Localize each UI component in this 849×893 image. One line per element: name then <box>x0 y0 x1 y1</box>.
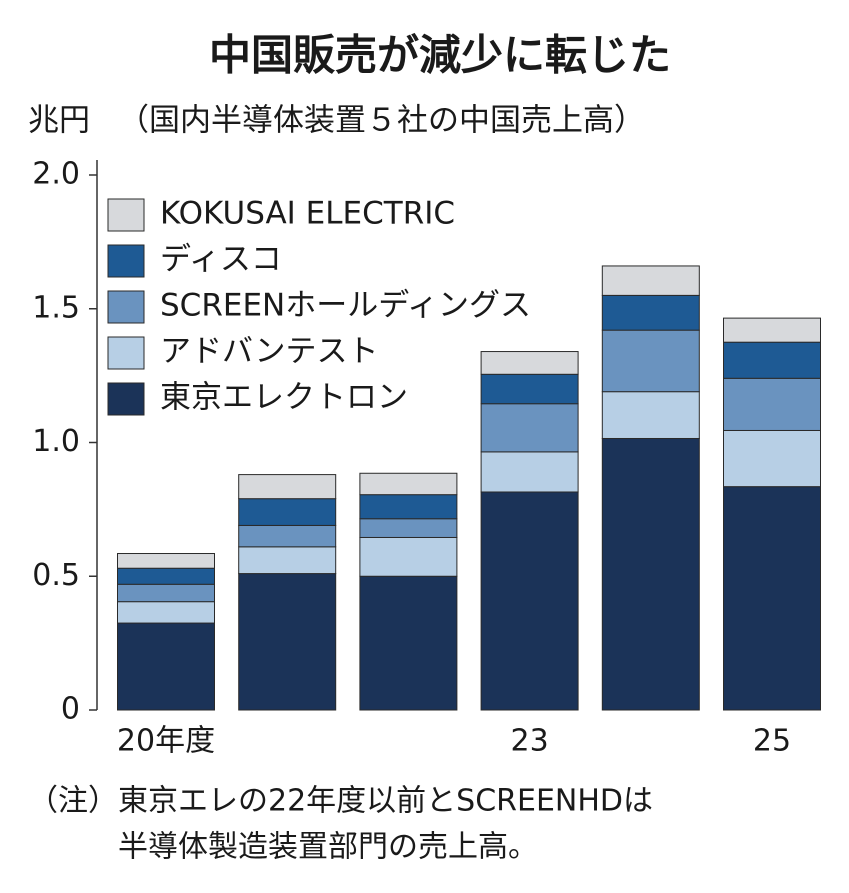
legend-label: アドバンテスト <box>160 334 379 370</box>
bar-segment <box>117 622 215 711</box>
bar-segment <box>480 491 579 711</box>
x-tick-label: 25 <box>753 724 791 759</box>
bar-segment <box>238 573 337 711</box>
bar-segment <box>117 567 215 585</box>
legend-label: ディスコ <box>160 242 282 278</box>
bar-segment <box>359 536 458 577</box>
bar-segment <box>723 429 821 488</box>
legend-swatch <box>107 290 145 324</box>
bar-segment <box>601 294 700 331</box>
bar-segment <box>117 601 215 624</box>
bar-segment <box>238 474 337 500</box>
y-tick-label: 0.5 <box>32 558 80 593</box>
legend-swatch <box>107 198 145 232</box>
bar-segment <box>480 373 579 405</box>
legend-label: SCREENホールディングス <box>160 288 531 324</box>
bar-segment <box>359 494 458 520</box>
legend-label: KOKUSAI ELECTRIC <box>160 196 455 232</box>
y-axis-label: 兆円 <box>28 103 90 139</box>
bar-segment <box>480 451 579 493</box>
bar-segment <box>480 351 579 375</box>
bar-segment <box>117 553 215 569</box>
bar-segment <box>723 317 821 343</box>
bar-segment <box>723 486 821 711</box>
y-tick-label: 2.0 <box>32 157 80 192</box>
bar-segment <box>601 437 700 711</box>
bar-segment <box>359 472 458 496</box>
legend-swatch <box>107 336 145 370</box>
bar-segment <box>601 329 700 393</box>
bar-segment <box>723 341 821 379</box>
bar-segment <box>238 524 337 548</box>
subtitle: （国内半導体装置５社の中国売上高） <box>118 103 645 139</box>
legend-swatch <box>107 244 145 278</box>
bar-segment <box>117 583 215 603</box>
bar-segment <box>359 575 458 711</box>
legend-swatch <box>107 382 145 416</box>
chart-title: 中国販売が減少に転じた <box>209 31 671 80</box>
bar-segment <box>359 518 458 538</box>
bar-segment <box>601 391 700 439</box>
bar-segment <box>238 546 337 575</box>
x-tick-label: 20年度 <box>117 724 215 759</box>
bar-segment <box>723 377 821 431</box>
y-tick-label: 1.0 <box>32 424 80 459</box>
y-tick-label: 1.5 <box>32 290 80 325</box>
note: 半導体製造装置部門の売上高。 <box>118 830 538 865</box>
bar-segment <box>238 498 337 526</box>
legend-label: 東京エレクトロン <box>160 380 408 416</box>
bar-segment <box>601 265 700 296</box>
note: （注）東京エレの22年度以前とSCREENHDは <box>28 784 653 819</box>
bar-segment <box>480 403 579 453</box>
x-tick-label: 23 <box>511 724 549 759</box>
y-tick-label: 0 <box>61 692 80 727</box>
